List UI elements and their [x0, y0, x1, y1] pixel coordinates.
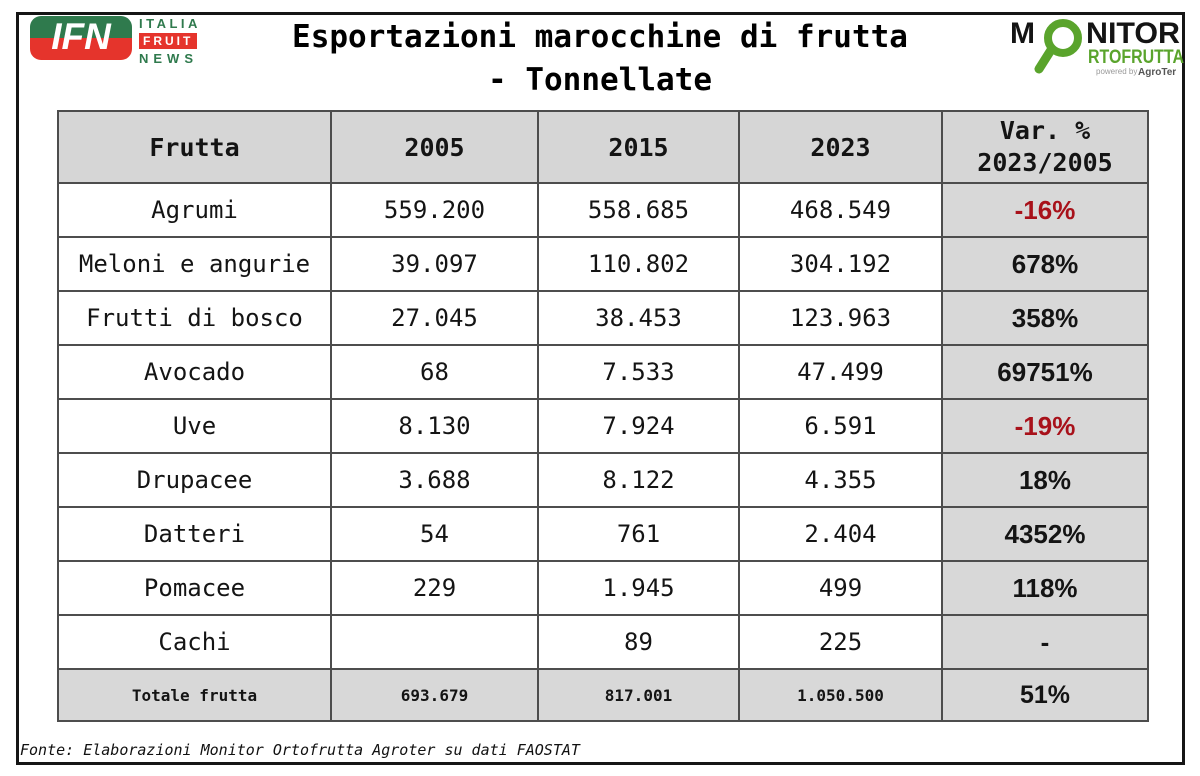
variation-cell: 4352%	[941, 506, 1149, 562]
fruit-name-cell: Pomacee	[57, 560, 332, 616]
value-2015-cell: 7.533	[537, 344, 740, 400]
value-2015-cell: 558.685	[537, 182, 740, 238]
monitor-ortofrutta-logo: M NITOR RTOFRUTTA powered by AgroTer	[1008, 14, 1186, 82]
col-header-2015: 2015	[537, 110, 740, 184]
table-row: Agrumi 559.200 558.685 468.549 -16%	[57, 182, 1149, 238]
ifn-badge-icon: IFN	[30, 16, 132, 60]
ifn-wordmark: ITALIA FRUIT NEWS	[139, 17, 201, 65]
value-2015-cell: 8.122	[537, 452, 740, 508]
ifn-word-fruit: FRUIT	[139, 33, 198, 49]
table-row: Frutti di bosco 27.045 38.453 123.963 35…	[57, 290, 1149, 346]
total-2023-cell: 1.050.500	[738, 668, 943, 722]
variation-cell: 678%	[941, 236, 1149, 292]
table-row: Cachi 89 225 -	[57, 614, 1149, 670]
fruit-name-cell: Meloni e angurie	[57, 236, 332, 292]
monitor-logo-graphic: M NITOR RTOFRUTTA powered by AgroTer	[1010, 17, 1184, 78]
fruit-name-cell: Drupacee	[57, 452, 332, 508]
table-row: Drupacee 3.688 8.122 4.355 18%	[57, 452, 1149, 508]
col-header-variation-line2: 2023/2005	[977, 148, 1113, 177]
fruit-name-cell: Datteri	[57, 506, 332, 562]
source-note: Fonte: Elaborazioni Monitor Ortofrutta A…	[20, 741, 580, 759]
value-2023-cell: 47.499	[738, 344, 943, 400]
magnifier-icon	[1044, 19, 1082, 57]
ifn-logo: IFN ITALIA FRUIT NEWS	[30, 16, 201, 65]
value-2023-cell: 2.404	[738, 506, 943, 562]
monitor-powered-by: powered by	[1096, 67, 1137, 76]
title-line-1: Esportazioni marocchine di frutta	[292, 19, 908, 55]
value-2023-cell: 468.549	[738, 182, 943, 238]
variation-cell: 358%	[941, 290, 1149, 346]
total-label-cell: Totale frutta	[57, 668, 332, 722]
magnifier-handle-icon	[1034, 45, 1056, 74]
value-2023-cell: 123.963	[738, 290, 943, 346]
monitor-letter-m: M	[1010, 17, 1035, 50]
value-2005-cell: 559.200	[330, 182, 539, 238]
value-2015-cell: 1.945	[537, 560, 740, 616]
value-2005-cell	[330, 614, 539, 670]
col-header-2023: 2023	[738, 110, 943, 184]
header-row: Frutta 2005 2015 2023 Var. % 2023/2005	[57, 110, 1149, 184]
variation-cell: 69751%	[941, 344, 1149, 400]
value-2015-cell: 38.453	[537, 290, 740, 346]
total-variation-cell: 51%	[941, 668, 1149, 722]
col-header-2005: 2005	[330, 110, 539, 184]
value-2023-cell: 6.591	[738, 398, 943, 454]
table-row: Avocado 68 7.533 47.499 69751%	[57, 344, 1149, 400]
variation-cell: 118%	[941, 560, 1149, 616]
agroter-brand: AgroTer	[1138, 67, 1176, 78]
value-2005-cell: 54	[330, 506, 539, 562]
fruit-name-cell: Agrumi	[57, 182, 332, 238]
variation-cell: -16%	[941, 182, 1149, 238]
table-footer: Totale frutta 693.679 817.001 1.050.500 …	[57, 668, 1149, 722]
variation-cell: -	[941, 614, 1149, 670]
value-2015-cell: 89	[537, 614, 740, 670]
value-2005-cell: 39.097	[330, 236, 539, 292]
table-row: Meloni e angurie 39.097 110.802 304.192 …	[57, 236, 1149, 292]
value-2023-cell: 4.355	[738, 452, 943, 508]
table-row: Uve 8.130 7.924 6.591 -19%	[57, 398, 1149, 454]
value-2015-cell: 7.924	[537, 398, 740, 454]
outer-frame	[16, 12, 1185, 765]
table-row: Datteri 54 761 2.404 4352%	[57, 506, 1149, 562]
col-header-variation-line1: Var. %	[999, 116, 1091, 145]
monitor-letters-nitor: NITOR	[1086, 17, 1180, 50]
col-header-frutta: Frutta	[57, 110, 332, 184]
value-2023-cell: 225	[738, 614, 943, 670]
exports-table: Frutta 2005 2015 2023 Var. % 2023/2005 A…	[57, 110, 1149, 722]
page-title: Esportazioni marocchine di frutta - Tonn…	[210, 16, 990, 102]
title-line-2: - Tonnellate	[488, 62, 712, 98]
value-2015-cell: 761	[537, 506, 740, 562]
table-row: Pomacee 229 1.945 499 118%	[57, 560, 1149, 616]
value-2005-cell: 68	[330, 344, 539, 400]
monitor-word-ortofrutta: RTOFRUTTA	[1088, 47, 1184, 68]
variation-cell: -19%	[941, 398, 1149, 454]
ifn-word-italia: ITALIA	[139, 16, 201, 31]
total-row: Totale frutta 693.679 817.001 1.050.500 …	[57, 668, 1149, 722]
total-2015-cell: 817.001	[537, 668, 740, 722]
ifn-acronym: IFN	[51, 16, 111, 57]
value-2005-cell: 3.688	[330, 452, 539, 508]
table-body: Agrumi 559.200 558.685 468.549 -16% Melo…	[57, 182, 1149, 670]
col-header-variation: Var. % 2023/2005	[941, 110, 1149, 184]
fruit-name-cell: Avocado	[57, 344, 332, 400]
fruit-name-cell: Uve	[57, 398, 332, 454]
total-2005-cell: 693.679	[330, 668, 539, 722]
fruit-name-cell: Frutti di bosco	[57, 290, 332, 346]
value-2005-cell: 27.045	[330, 290, 539, 346]
table-header: Frutta 2005 2015 2023 Var. % 2023/2005	[57, 110, 1149, 184]
value-2015-cell: 110.802	[537, 236, 740, 292]
value-2005-cell: 229	[330, 560, 539, 616]
variation-cell: 18%	[941, 452, 1149, 508]
value-2023-cell: 499	[738, 560, 943, 616]
value-2005-cell: 8.130	[330, 398, 539, 454]
value-2023-cell: 304.192	[738, 236, 943, 292]
ifn-word-news: NEWS	[139, 51, 198, 66]
fruit-name-cell: Cachi	[57, 614, 332, 670]
